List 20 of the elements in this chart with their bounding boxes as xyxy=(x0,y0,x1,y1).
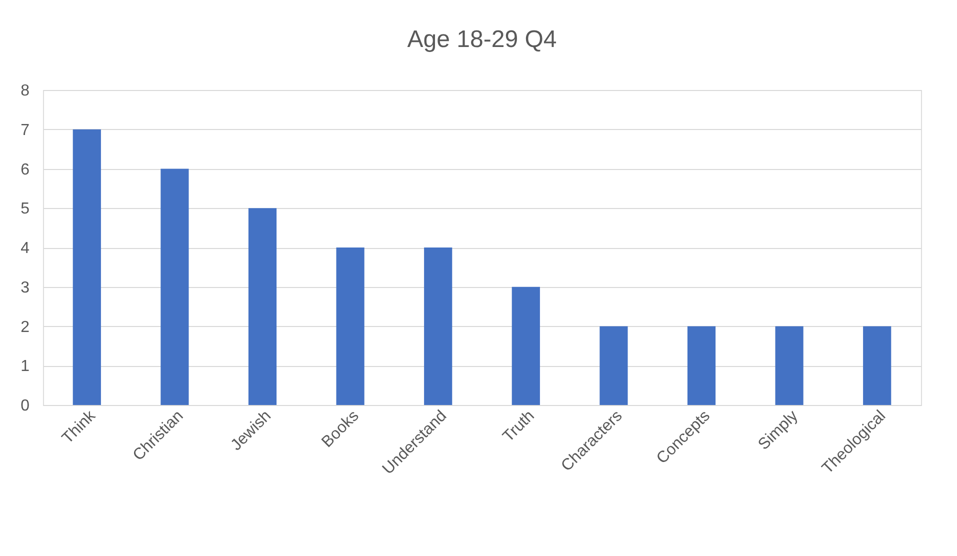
bar xyxy=(687,326,716,405)
y-tick-label: 4 xyxy=(20,240,30,257)
y-tick-label: 5 xyxy=(20,200,30,218)
y-tick-label: 7 xyxy=(20,122,30,139)
bar xyxy=(336,248,364,405)
chart-title: Age 18-29 Q4 xyxy=(407,26,557,53)
y-tick-label: 2 xyxy=(20,318,30,336)
bar xyxy=(160,168,189,405)
bar xyxy=(72,129,101,405)
bar xyxy=(775,326,804,405)
y-tick-label: 3 xyxy=(20,279,30,296)
y-tick-label: 0 xyxy=(20,398,30,414)
bar xyxy=(600,326,628,405)
bar xyxy=(863,326,892,405)
y-tick-label: 1 xyxy=(20,358,30,376)
bar xyxy=(424,248,452,405)
y-tick-label: 8 xyxy=(20,82,30,100)
y-tick-label: 6 xyxy=(20,161,30,178)
bar xyxy=(248,208,277,405)
bar xyxy=(512,286,540,405)
